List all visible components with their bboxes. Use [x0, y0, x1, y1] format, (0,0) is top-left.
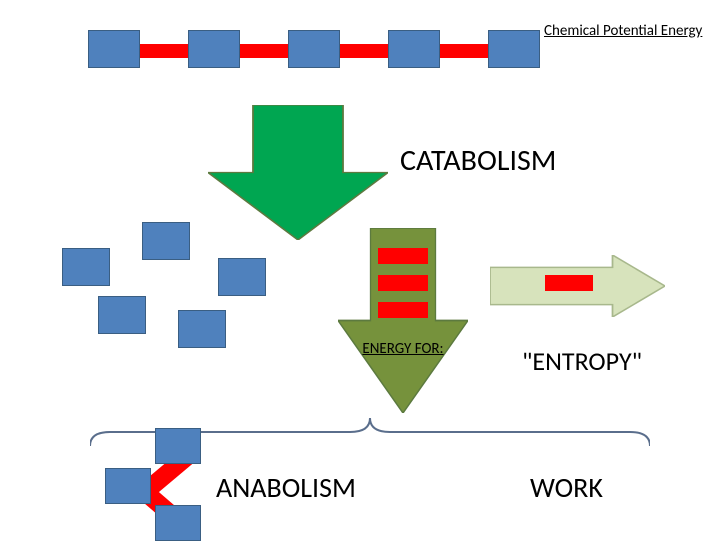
anabolism-box — [155, 428, 201, 464]
fragment-box — [142, 222, 190, 260]
fragment-box — [218, 258, 266, 296]
anabolism-box — [105, 468, 151, 504]
entropy-bar — [545, 275, 593, 291]
chain-box — [288, 30, 340, 68]
chain-box — [88, 30, 140, 68]
fragment-box — [98, 296, 146, 334]
catabolism-arrow-icon — [208, 105, 388, 240]
work-label: WORK — [530, 470, 603, 505]
anabolism-box — [155, 505, 201, 541]
fragment-box — [178, 310, 226, 348]
catabolism-label: CATABOLISM — [400, 142, 556, 179]
chain-box — [388, 30, 440, 68]
energy-bar — [378, 275, 428, 291]
entropy-label: "ENTROPY" — [522, 345, 642, 377]
chemical-potential-label: Chemical Potential Energy — [544, 22, 714, 40]
energy-bar — [378, 302, 428, 318]
energy-for-label: ENERGY FOR: — [348, 340, 458, 358]
anabolism-label: ANABOLISM — [216, 470, 356, 505]
chain-box — [488, 30, 540, 68]
energy-bar — [378, 248, 428, 264]
chain-box — [188, 30, 240, 68]
fragment-box — [62, 248, 110, 286]
